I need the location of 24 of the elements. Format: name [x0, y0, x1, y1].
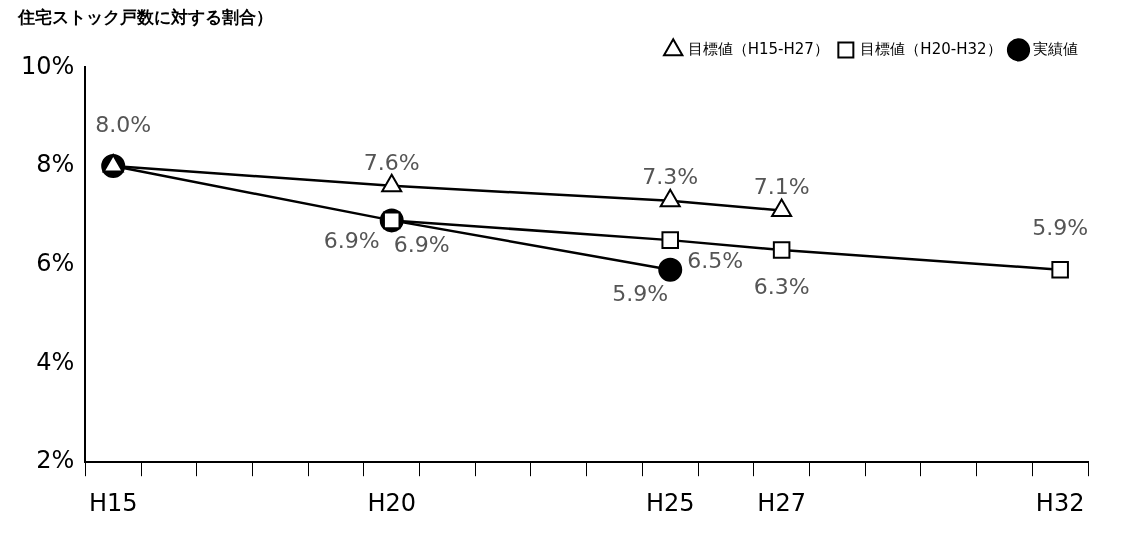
data-label: 8.0%	[95, 111, 152, 137]
legend-label: 目標値（H20-H32）	[860, 39, 1002, 58]
x-tick-label: H25	[645, 488, 695, 517]
x-tick-label: H15	[88, 488, 138, 517]
chart-title: 住宅ストック戸数に対する割合）	[17, 6, 273, 27]
data-label: 7.3%	[642, 164, 699, 190]
y-tick-label: 2%	[36, 446, 75, 475]
x-tick-label: H32	[1035, 488, 1085, 517]
x-tick-label: H27	[757, 488, 806, 517]
data-label: 6.3%	[753, 273, 810, 299]
data-label: 6.9%	[323, 228, 380, 254]
x-tick-label: H20	[367, 488, 417, 517]
legend-label: 実績値	[1033, 39, 1078, 58]
data-label: 7.1%	[753, 174, 810, 200]
y-tick-label: 8%	[36, 150, 75, 179]
data-label: 6.9%	[393, 232, 450, 258]
y-tick-label: 10%	[21, 51, 75, 80]
data-label: 5.9%	[612, 281, 669, 307]
data-label: 6.5%	[687, 247, 744, 273]
data-label: 7.6%	[363, 149, 420, 175]
y-tick-label: 6%	[36, 249, 75, 278]
legend-label: 目標値（H15-H27）	[687, 39, 829, 58]
y-tick-label: 4%	[36, 347, 75, 376]
data-label: 5.9%	[1032, 215, 1089, 241]
